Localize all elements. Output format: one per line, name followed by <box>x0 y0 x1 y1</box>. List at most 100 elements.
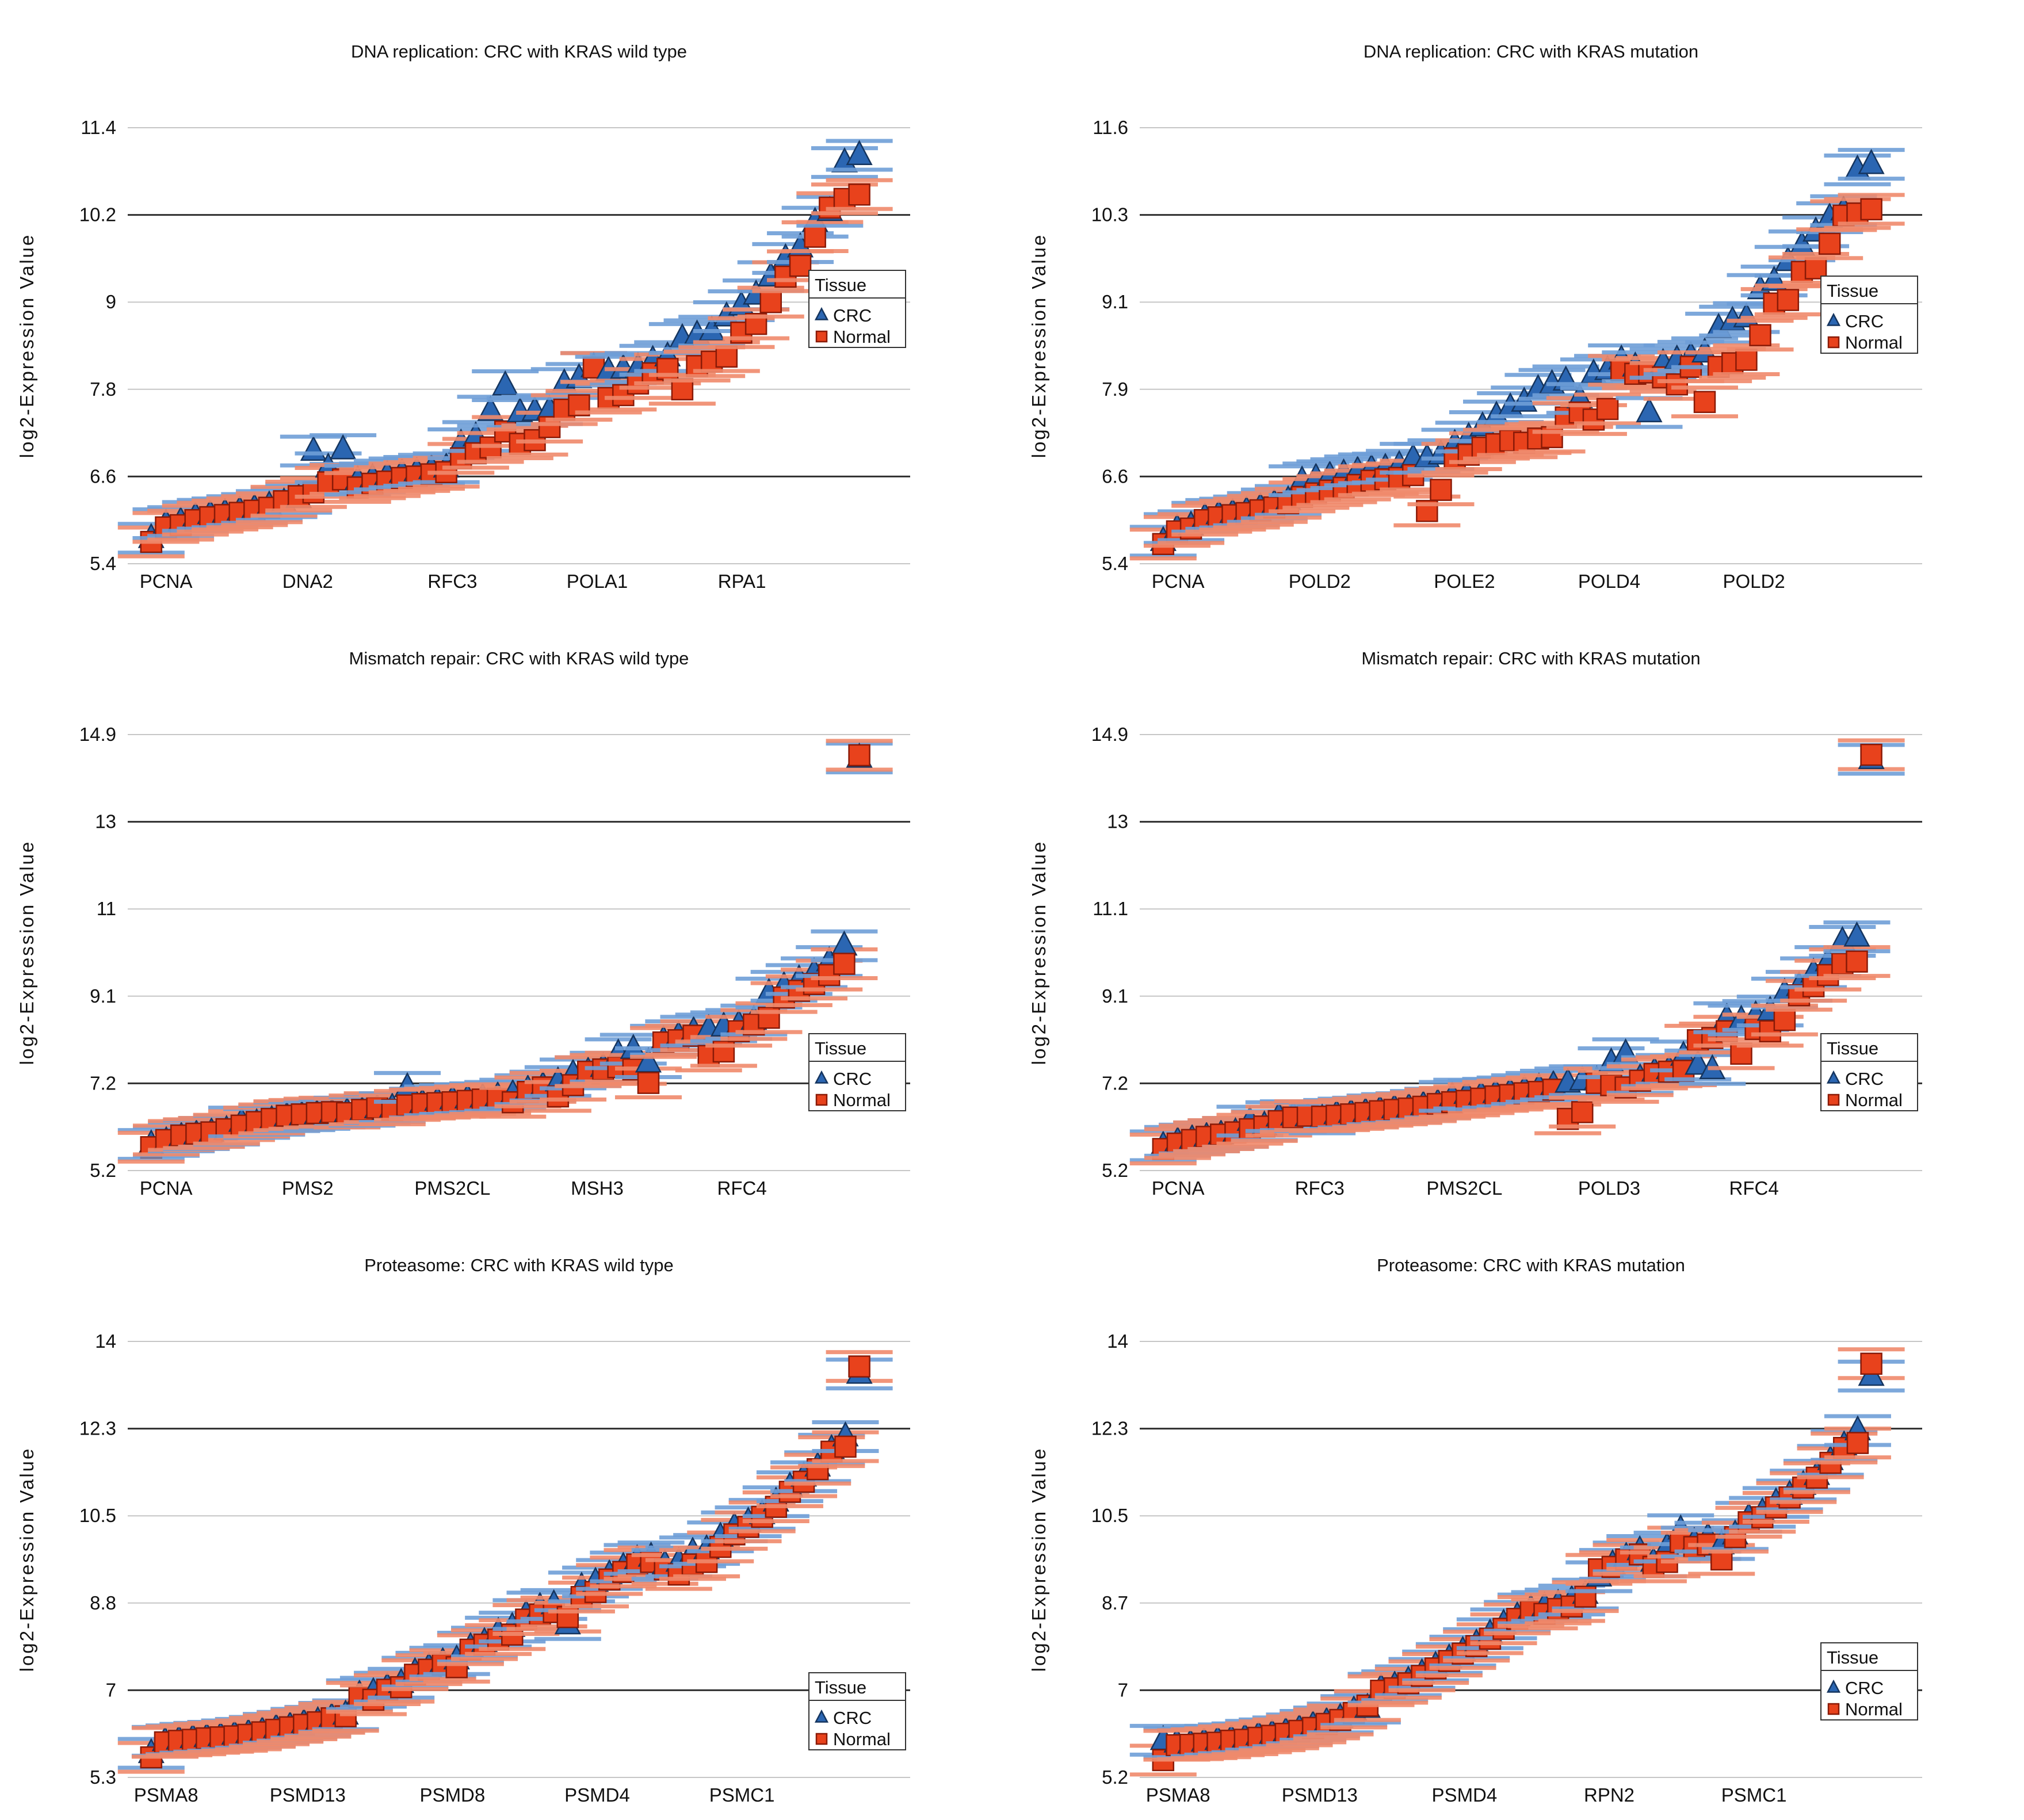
data-point-crc <box>1636 397 1663 423</box>
legend-title: Tissue <box>815 1677 866 1697</box>
legend-crc-triangle-icon <box>814 1070 829 1084</box>
data-point-normal <box>1860 743 1882 766</box>
y-tick-label: 7.9 <box>1102 378 1128 400</box>
y-tick-label: 5.2 <box>1102 1767 1128 1788</box>
y-tick-label: 10.5 <box>79 1505 116 1526</box>
y-tick-label: 11.4 <box>81 117 116 138</box>
legend-crc-label: CRC <box>1845 1678 1884 1698</box>
x-tick-label-gene: PCNA <box>1152 571 1205 592</box>
x-tick-label-gene: RFC4 <box>1729 1177 1779 1199</box>
legend-title: Tissue <box>1827 281 1878 301</box>
x-tick-label-gene: PSMD13 <box>270 1784 346 1806</box>
x-tick-label-gene: RPN2 <box>1584 1784 1635 1806</box>
x-tick-label-gene: POLD4 <box>1578 571 1640 592</box>
x-tick-label-gene: PSMD8 <box>420 1784 486 1806</box>
y-tick-label: 14 <box>1107 1330 1128 1352</box>
chart-proteasome-mutation: Proteasome: CRC with KRAS mutation log2-E… <box>1028 1255 1922 1806</box>
data-point-crc <box>831 930 858 956</box>
data-point-normal <box>1773 1008 1796 1031</box>
y-tick-label: 14 <box>95 1330 116 1352</box>
panel-title: Mismatch repair: CRC with KRAS wild type <box>349 648 689 668</box>
data-point-normal <box>848 1355 870 1378</box>
panel-title: DNA replication: CRC with KRAS mutation <box>1364 41 1698 62</box>
x-tick-label-gene: POLD2 <box>1289 571 1351 592</box>
y-tick-label: 11 <box>97 898 116 919</box>
legend-crc-triangle-icon <box>814 307 829 320</box>
chart-mismatch-repair-wild-type: Mismatch repair: CRC with KRAS wild type… <box>16 648 910 1199</box>
x-tick-label-gene: PSMC1 <box>1721 1784 1787 1806</box>
data-point-crc <box>635 1047 662 1073</box>
panel-title: Proteasome: CRC with KRAS wild type <box>364 1255 674 1275</box>
y-tick-label: 5.2 <box>1102 1160 1128 1181</box>
data-point-normal <box>1818 232 1841 255</box>
y-tick-label: 7.8 <box>90 378 116 400</box>
y-tick-label: 12.3 <box>79 1418 116 1439</box>
data-point-normal <box>804 225 826 248</box>
legend-crc-label: CRC <box>833 1708 872 1728</box>
y-tick-label: 12.3 <box>1091 1418 1128 1439</box>
legend-normal-square-icon <box>815 1093 828 1106</box>
x-tick-label-gene: RFC4 <box>717 1177 767 1199</box>
x-tick-label-gene: PMS2 <box>282 1177 334 1199</box>
panel-dna-replication-wild-type: DNA replication: CRC with KRAS wild type… <box>0 0 1012 607</box>
x-tick-label-gene: MSH3 <box>571 1177 624 1199</box>
data-point-crc <box>330 434 357 460</box>
y-tick-label: 5.4 <box>1102 553 1128 574</box>
data-point-normal <box>789 254 812 277</box>
y-tick-label: 10.5 <box>1091 1505 1128 1526</box>
y-tick-label: 13 <box>95 811 116 832</box>
y-tick-label: 11.6 <box>1093 117 1128 138</box>
data-point-normal <box>1749 324 1771 346</box>
data-point-normal <box>848 744 870 767</box>
y-tick-label: 6.6 <box>90 465 116 487</box>
legend-normal-square-icon <box>815 1733 828 1745</box>
panel-title: Mismatch repair: CRC with KRAS mutation <box>1361 648 1700 668</box>
y-axis-label: log2-Expression Value <box>1028 840 1049 1065</box>
y-tick-label: 7 <box>1118 1679 1128 1700</box>
panel-title: Proteasome: CRC with KRAS mutation <box>1377 1255 1685 1275</box>
data-point-crc <box>1685 1049 1712 1075</box>
chart-proteasome-wild-type: Proteasome: CRC with KRAS wild type log2-… <box>16 1255 910 1806</box>
data-point-normal <box>833 953 856 975</box>
panel-proteasome-wild-type: Proteasome: CRC with KRAS wild type log2-… <box>0 1214 1012 1820</box>
data-point-normal <box>1777 289 1800 311</box>
y-tick-label: 5.2 <box>90 1160 116 1181</box>
x-tick-label-gene: DNA2 <box>282 571 333 592</box>
legend-normal-square-icon <box>815 330 828 343</box>
panel-dna-replication-mutation: DNA replication: CRC with KRAS mutation l… <box>1012 0 2024 607</box>
legend-normal-square-icon <box>1827 1093 1840 1106</box>
data-point-normal <box>1860 198 1882 221</box>
legend-normal-label: Normal <box>1845 1699 1903 1719</box>
x-tick-label-gene: POLD2 <box>1723 571 1785 592</box>
x-tick-label-gene: RFC3 <box>427 571 477 592</box>
legend-crc-label: CRC <box>1845 1069 1884 1089</box>
legend-crc-triangle-icon <box>1826 1070 1841 1084</box>
x-tick-label-gene: PSMD4 <box>1432 1784 1498 1806</box>
y-tick-label: 9.1 <box>1102 291 1128 312</box>
y-axis-label: log2-Expression Value <box>1028 1447 1049 1672</box>
data-point-normal <box>1846 1432 1869 1454</box>
x-tick-label-gene: PSMA8 <box>1146 1784 1210 1806</box>
y-tick-label: 8.7 <box>1102 1592 1128 1613</box>
y-tick-label: 9.1 <box>90 985 116 1007</box>
legend-crc-label: CRC <box>833 305 872 326</box>
legend-title: Tissue <box>815 1038 866 1058</box>
y-axis-label: log2-Expression Value <box>1028 234 1049 458</box>
x-tick-label-gene: RFC3 <box>1295 1177 1345 1199</box>
data-point-normal <box>1596 397 1619 420</box>
x-tick-label-gene: PSMA8 <box>134 1784 198 1806</box>
y-tick-label: 10.3 <box>1091 204 1128 225</box>
data-point-normal <box>818 963 841 987</box>
legend-normal-label: Normal <box>833 1729 891 1749</box>
x-tick-label-gene: PSMD13 <box>1282 1784 1358 1806</box>
y-tick-label: 7 <box>106 1679 116 1700</box>
chart-mismatch-repair-mutation: Mismatch repair: CRC with KRAS mutation l… <box>1028 648 1922 1199</box>
legend-title: Tissue <box>815 275 866 295</box>
data-point-normal <box>1571 1101 1594 1123</box>
x-tick-label-gene: RPA1 <box>718 571 766 592</box>
